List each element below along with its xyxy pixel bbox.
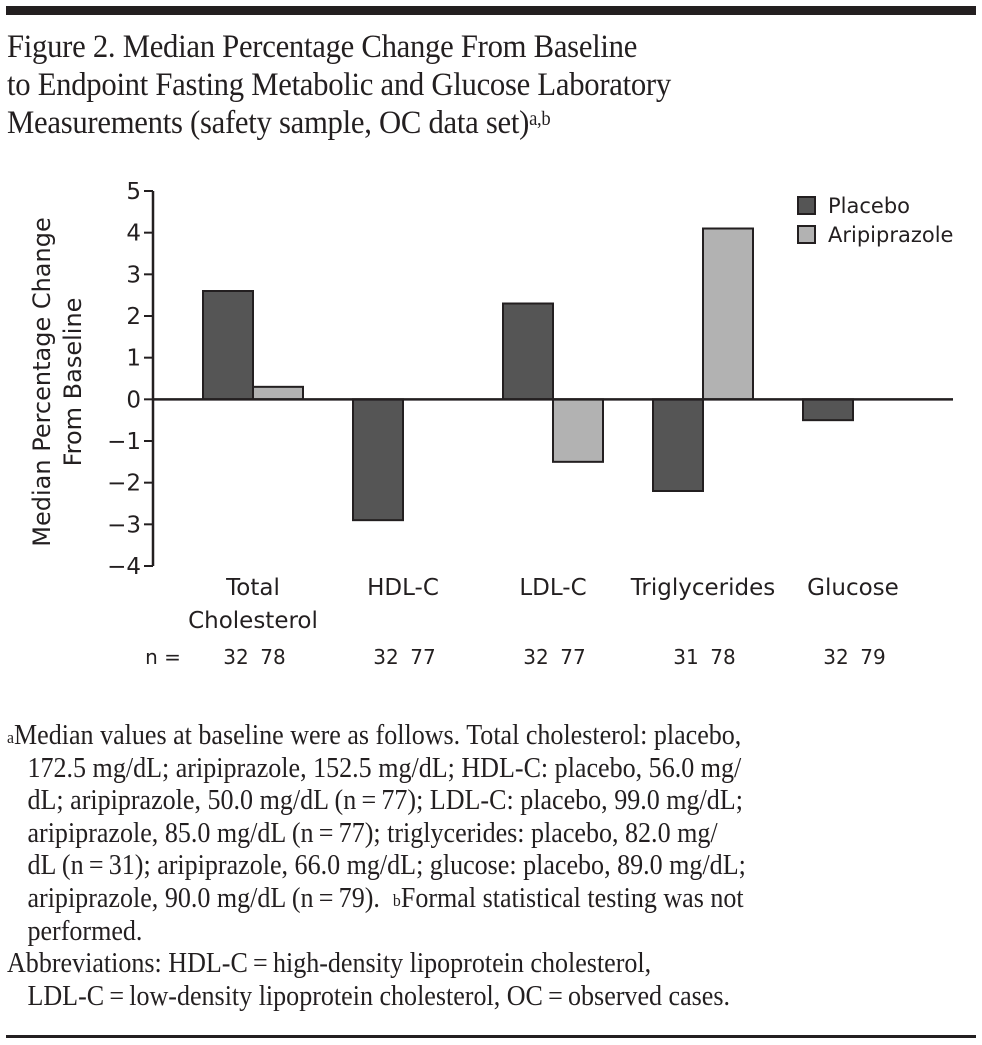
figure-title: Figure 2. Median Percentage Change From … <box>7 28 900 142</box>
x-category-label: HDL-C <box>367 575 439 601</box>
footnote-a-marker: a <box>7 728 15 747</box>
abbreviations-line-2: LDL-C = low-density lipoprotein choleste… <box>27 980 730 1012</box>
legend: Placebo Aripiprazole <box>797 194 953 247</box>
bar-placebo-glucose <box>802 398 854 422</box>
y-axis-label: Median Percentage Change From Baseline <box>28 217 87 546</box>
y-axis-label-line-2: From Baseline <box>59 298 87 467</box>
x-category-label: LDL-C <box>519 575 586 601</box>
x-category-label: Triglycerides <box>630 575 776 601</box>
bottom-rule <box>6 1035 976 1038</box>
y-tick-label: 3 <box>126 262 141 288</box>
footnote-a-line: aripiprazole, 90.0 mg/dL (n = 79). <box>27 882 393 914</box>
bar-placebo-total-cholesterol <box>202 290 254 401</box>
bar-placebo-triglycerides <box>652 398 704 492</box>
y-tick-label: 2 <box>126 304 141 330</box>
bars <box>153 227 953 522</box>
n-value-placebo: 31 <box>673 645 698 669</box>
footnote-b-text: Formal statistical testing was not <box>400 882 744 914</box>
y-axis-label-line-1: Median Percentage Change <box>28 217 56 546</box>
title-line-2: to Endpoint Fasting Metabolic and Glucos… <box>7 67 671 103</box>
y-tick-label: 5 <box>126 179 141 205</box>
n-row: n = 32 78 32 77 32 77 31 78 32 79 <box>145 645 886 669</box>
bar-aripiprazole-total-cholesterol <box>252 385 304 401</box>
n-value-aripiprazole: 77 <box>560 645 585 669</box>
n-label: n = <box>145 645 181 669</box>
n-value-placebo: 32 <box>223 645 248 669</box>
top-rule <box>6 6 976 15</box>
footnotes: aMedian values at baseline were as follo… <box>7 720 914 1013</box>
footnote-b-marker: b <box>392 890 401 910</box>
title-line-3: Measurements (safety sample, OC data set… <box>7 104 900 142</box>
y-tick-label: −2 <box>107 471 141 497</box>
footnote-a-line: dL (n = 31); aripiprazole, 66.0 mg/dL; g… <box>27 850 746 882</box>
n-value-aripiprazole: 78 <box>260 645 285 669</box>
footnote-a-line: aripiprazole, 85.0 mg/dL (n = 77); trigl… <box>27 817 718 849</box>
abbreviations-line-1: Abbreviations: HDL-C = high-density lipo… <box>7 948 652 980</box>
title-line-1: Figure 2. Median Percentage Change From … <box>7 29 638 65</box>
abbreviations: Abbreviations: HDL-C = high-density lipo… <box>7 948 914 1013</box>
n-value-aripiprazole: 77 <box>410 645 435 669</box>
legend-swatch-placebo <box>797 196 816 215</box>
n-value-aripiprazole: 78 <box>710 645 735 669</box>
x-category-label: Cholesterol <box>188 608 318 634</box>
y-tick-label: −3 <box>107 512 141 538</box>
legend-label-placebo: Placebo <box>828 194 910 218</box>
bar-chart: Median Percentage Change From Baseline 5… <box>28 179 953 669</box>
bar-placebo-ldl-c <box>502 302 554 401</box>
footnote-b-text-cont: performed. <box>27 915 143 947</box>
bar-aripiprazole-ldl-c <box>552 398 604 463</box>
y-tick-label: 0 <box>126 387 141 413</box>
y-axis: 5 4 3 2 1 0 −1 −2 −3 −4 <box>107 179 155 580</box>
n-value-aripiprazole: 79 <box>860 645 885 669</box>
y-tick-label: 1 <box>126 346 141 372</box>
footnote-a-line: Median values at baseline were as follow… <box>14 720 742 751</box>
y-tick-label: 4 <box>126 221 141 247</box>
footnote-a: aMedian values at baseline were as follo… <box>7 720 914 948</box>
x-axis-labels: Total Cholesterol HDL-C LDL-C Triglycerides G… <box>188 575 899 634</box>
n-value-placebo: 32 <box>373 645 398 669</box>
bar-placebo-hdl-c <box>352 398 404 522</box>
x-category-label: Total <box>225 575 280 601</box>
y-tick-label: −1 <box>107 429 141 455</box>
legend-swatch-aripiprazole <box>797 225 816 244</box>
footnote-a-line: 172.5 mg/dL; aripiprazole, 152.5 mg/dL; … <box>27 752 742 784</box>
n-value-placebo: 32 <box>823 645 848 669</box>
title-superscript: a,b <box>529 108 551 130</box>
n-value-placebo: 32 <box>523 645 548 669</box>
bar-aripiprazole-triglycerides <box>702 227 754 401</box>
title-line-3-text: Measurements (safety sample, OC data set… <box>7 105 530 141</box>
y-tick-label: −4 <box>107 554 141 580</box>
x-category-label: Glucose <box>807 575 899 601</box>
legend-label-aripiprazole: Aripiprazole <box>828 223 953 247</box>
footnote-a-line: dL; aripiprazole, 50.0 mg/dL (n = 77); L… <box>27 785 743 817</box>
